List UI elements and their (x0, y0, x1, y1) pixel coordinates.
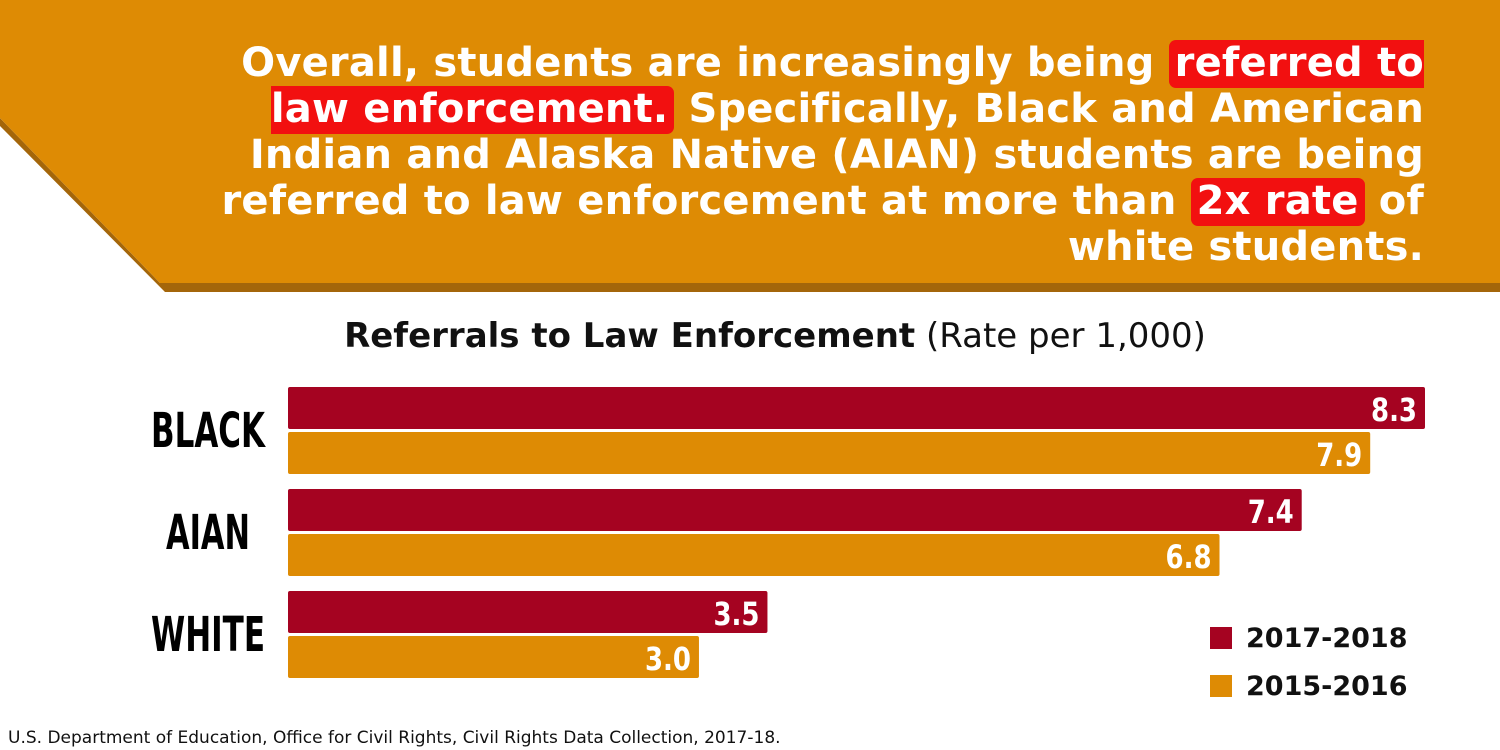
chart-subtitle: (Rate per 1,000) (926, 316, 1206, 356)
headline: Overall, students are increasingly being… (184, 40, 1424, 270)
headline-highlight-rate: 2x rate (1190, 178, 1365, 226)
category-label-aian: AIAN (166, 505, 250, 561)
bar-white-2015-2016 (288, 636, 699, 678)
value-label-black-2015-2016: 7.9 (1316, 436, 1362, 474)
headline-text-1: Overall, students are increasingly being (241, 40, 1169, 86)
legend-swatch-2017-2018 (1210, 627, 1232, 649)
value-label-black-2017-2018: 8.3 (1371, 391, 1417, 429)
chart-title: Referrals to Law Enforcement (Rate per 1… (0, 316, 1500, 356)
chart-title-main: Referrals to Law Enforcement (344, 316, 916, 356)
value-label-aian-2015-2016: 6.8 (1166, 538, 1212, 576)
bar-black-2017-2018 (288, 387, 1425, 429)
header-banner (0, 0, 1500, 292)
legend-label-2015-2016: 2015-2016 (1246, 670, 1408, 702)
bar-aian-2017-2018 (288, 489, 1302, 531)
source-note: U.S. Department of Education, Office for… (8, 728, 781, 748)
legend-swatch-2015-2016 (1210, 675, 1232, 697)
value-label-white-2017-2018: 3.5 (713, 595, 759, 633)
legend-item-2015-2016: 2015-2016 (1210, 662, 1408, 710)
legend: 2017-2018 2015-2016 (1210, 614, 1408, 710)
banner-shadow (0, 118, 1500, 292)
bar-black-2015-2016 (288, 432, 1371, 474)
legend-label-2017-2018: 2017-2018 (1246, 622, 1408, 654)
headline-text-2: Specifically, Black and American Indian … (221, 86, 1424, 224)
bar-white-2017-2018 (288, 591, 768, 633)
category-label-black: BLACK (151, 403, 266, 459)
category-label-white: WHITE (151, 607, 265, 663)
banner-shape (0, 0, 1500, 283)
value-label-aian-2017-2018: 7.4 (1248, 493, 1294, 531)
bar-aian-2015-2016 (288, 534, 1220, 576)
value-label-white-2015-2016: 3.0 (645, 640, 691, 678)
legend-item-2017-2018: 2017-2018 (1210, 614, 1408, 662)
headline-text-3: of white students. (1067, 178, 1424, 270)
